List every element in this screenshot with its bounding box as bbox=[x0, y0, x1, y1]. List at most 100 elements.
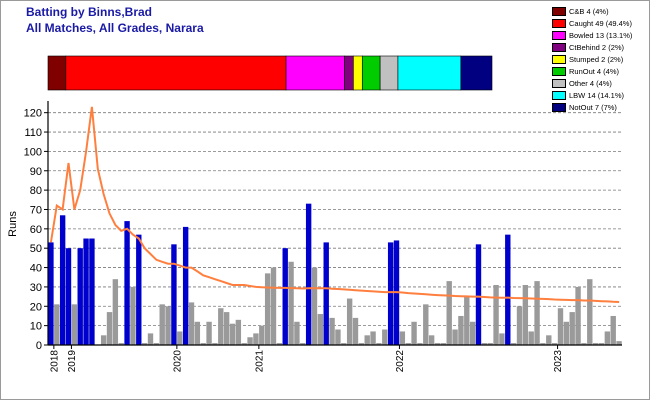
bar-notout bbox=[323, 242, 329, 345]
legend-swatch bbox=[552, 66, 566, 76]
legend-label: NotOut 7 (7%) bbox=[569, 102, 617, 112]
legend-item: Stumped 2 (2%) bbox=[552, 53, 648, 65]
x-tick-label: 2022 bbox=[395, 350, 406, 373]
y-tick-label: 80 bbox=[30, 185, 42, 197]
breakdown-segment bbox=[353, 55, 363, 91]
chart-title: Batting by Binns,Brad bbox=[26, 5, 153, 19]
bar-out bbox=[106, 312, 113, 345]
bar-out bbox=[376, 343, 382, 345]
bar-out bbox=[534, 281, 540, 345]
y-tick-label: 20 bbox=[30, 301, 42, 313]
bar-notout bbox=[124, 221, 130, 345]
x-tick-label: 2018 bbox=[49, 350, 60, 373]
bar-out bbox=[358, 343, 365, 345]
legend-swatch bbox=[552, 18, 566, 28]
bar-out bbox=[270, 267, 277, 345]
y-tick-label: 70 bbox=[30, 204, 42, 216]
bar-out bbox=[592, 343, 599, 345]
y-tick-label: 10 bbox=[30, 321, 42, 333]
bar-out bbox=[551, 343, 558, 345]
breakdown-segment bbox=[397, 55, 462, 91]
y-tick-label: 30 bbox=[30, 282, 42, 294]
legend-swatch bbox=[552, 90, 566, 100]
bar-out bbox=[241, 343, 247, 345]
bar-out bbox=[141, 343, 148, 345]
legend-item: Caught 49 (49.4%) bbox=[552, 17, 648, 29]
bar-out bbox=[100, 335, 107, 345]
bar-out bbox=[253, 333, 259, 345]
y-axis-label: Runs bbox=[7, 211, 19, 237]
bar-out bbox=[493, 284, 499, 345]
bar-out bbox=[329, 317, 335, 345]
bar-out bbox=[546, 335, 552, 345]
bar-notout bbox=[305, 203, 312, 345]
bar-notout bbox=[77, 248, 83, 345]
bar-notout bbox=[89, 238, 95, 345]
y-tick-label: 60 bbox=[30, 224, 42, 236]
bar-out bbox=[510, 343, 517, 345]
bar-out bbox=[428, 335, 435, 345]
bar-out bbox=[71, 304, 78, 345]
bar-out bbox=[575, 286, 581, 345]
x-tick-label: 2020 bbox=[172, 350, 183, 373]
bar-out bbox=[516, 306, 523, 345]
bar-notout bbox=[505, 234, 511, 345]
legend: C&B 4 (4%) Caught 49 (49.4%) Bowled 13 (13… bbox=[552, 5, 648, 113]
bar-out bbox=[405, 343, 411, 345]
bar-out bbox=[417, 343, 423, 345]
bar-out bbox=[300, 343, 306, 345]
bar-out bbox=[165, 306, 171, 345]
y-tick-label: 40 bbox=[30, 263, 42, 275]
legend-label: RunOut 4 (4%) bbox=[569, 66, 620, 76]
y-tick-label: 0 bbox=[36, 340, 42, 352]
bar-out bbox=[581, 343, 587, 345]
bar-out bbox=[212, 343, 218, 345]
bar-out bbox=[481, 343, 488, 345]
bar-out bbox=[487, 343, 493, 345]
legend-label: Caught 49 (49.4%) bbox=[569, 18, 632, 28]
bar-out bbox=[440, 343, 447, 345]
legend-item: Other 4 (4%) bbox=[552, 77, 648, 89]
legend-swatch bbox=[552, 102, 566, 112]
bar-out bbox=[112, 279, 119, 345]
legend-label: Other 4 (4%) bbox=[569, 78, 612, 88]
breakdown-segment bbox=[460, 55, 493, 91]
bar-out bbox=[153, 343, 160, 345]
bar-out bbox=[522, 284, 529, 345]
bar-out bbox=[130, 286, 136, 345]
breakdown-segment bbox=[379, 55, 399, 91]
bar-out bbox=[276, 343, 283, 345]
bar-out bbox=[604, 331, 611, 345]
bar-out bbox=[264, 273, 271, 345]
bar-out bbox=[159, 304, 165, 345]
legend-item: CtBehind 2 (2%) bbox=[552, 41, 648, 53]
legend-label: Bowled 13 (13.1%) bbox=[569, 30, 633, 40]
x-tick-label: 2019 bbox=[67, 350, 78, 373]
bar-out bbox=[569, 312, 575, 345]
bar-out bbox=[464, 296, 470, 345]
bar-out bbox=[499, 333, 505, 345]
bar-notout bbox=[48, 242, 54, 345]
bar-out bbox=[382, 329, 388, 345]
bar-out bbox=[423, 304, 429, 345]
bar-out bbox=[399, 331, 406, 345]
bar-notout bbox=[475, 244, 482, 345]
bar-notout bbox=[83, 238, 89, 345]
bar-out bbox=[598, 343, 605, 345]
bar-notout bbox=[387, 242, 394, 345]
legend-item: RunOut 4 (4%) bbox=[552, 65, 648, 77]
bar-out bbox=[446, 281, 452, 345]
bar-notout bbox=[171, 244, 177, 345]
bar-out bbox=[54, 304, 60, 345]
bar-out bbox=[434, 343, 441, 345]
bar-out bbox=[259, 325, 265, 345]
bar-out bbox=[235, 319, 242, 345]
y-tick-label: 100 bbox=[24, 146, 42, 158]
bar-out bbox=[206, 321, 212, 345]
legend-label: LBW 14 (14.1%) bbox=[569, 90, 625, 100]
bar-out bbox=[223, 312, 230, 345]
bar-notout bbox=[282, 248, 288, 345]
bar-out bbox=[317, 314, 324, 345]
bar-out bbox=[346, 298, 353, 345]
